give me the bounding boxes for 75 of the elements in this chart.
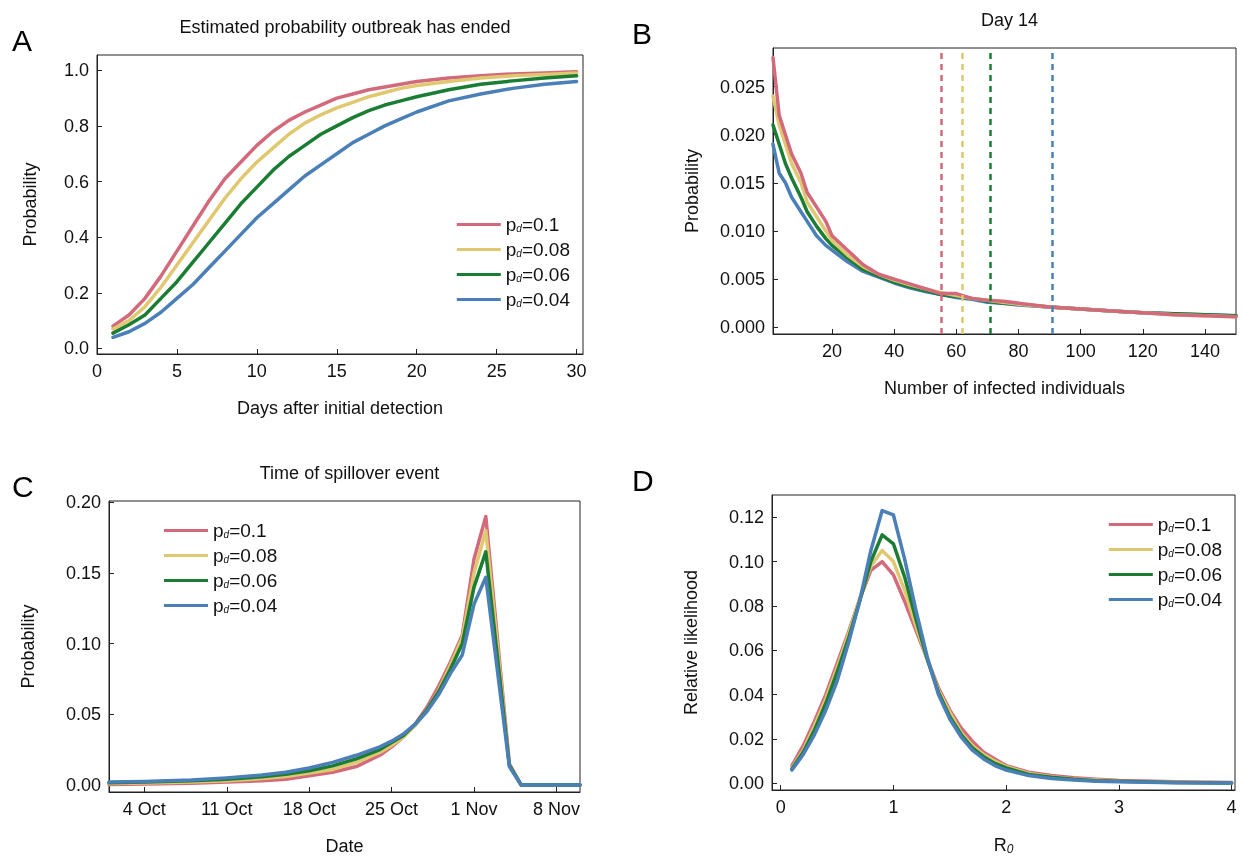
- y-tick-label: 0.15: [65, 563, 101, 584]
- legend-label: pd=0.1: [213, 520, 267, 541]
- legend-label: pd=0.08: [505, 239, 570, 260]
- y-tick-label: 0.000: [719, 317, 765, 338]
- legend-label: pd=0.1: [1157, 514, 1212, 535]
- y-axis-title: Relative likelihood: [681, 569, 701, 716]
- y-tick-label: 0.020: [719, 124, 765, 145]
- legend-label: pd=0.06: [1157, 564, 1222, 585]
- legend-label: pd=0.08: [1157, 539, 1222, 560]
- x-tick-label: 20: [822, 341, 843, 361]
- x-tick-label: 40: [884, 341, 905, 361]
- x-tick-label: 3: [1113, 797, 1124, 817]
- x-tick-label: 10: [246, 361, 267, 381]
- y-tick-label: 0.04: [728, 684, 764, 705]
- y-tick-label: 0.20: [65, 492, 101, 513]
- x-axis-title: Number of infected individuals: [883, 378, 1126, 398]
- y-tick-label: 0.10: [728, 551, 764, 572]
- x-tick-label: 18 Oct: [282, 799, 336, 819]
- y-tick-label: 0.02: [728, 728, 764, 749]
- x-tick-label: 15: [326, 361, 347, 381]
- x-tick-label: 100: [1065, 341, 1096, 361]
- y-tick-label: 0.10: [65, 633, 101, 654]
- x-tick-label: 80: [1008, 341, 1029, 361]
- legend-label: pd=0.04: [213, 595, 278, 616]
- x-tick-label: 120: [1127, 341, 1158, 361]
- text: D: [632, 463, 654, 497]
- legend-label: pd=0.06: [213, 570, 278, 591]
- y-tick-label: 0.05: [65, 704, 101, 725]
- y-tick-label: 0.6: [63, 171, 89, 192]
- x-tick-label: 20: [406, 361, 427, 381]
- y-tick-label: 0.005: [719, 269, 765, 290]
- legend-label: pd=0.04: [1157, 589, 1223, 610]
- y-tick-label: 0.06: [728, 640, 764, 661]
- y-tick-label: 1.0: [63, 60, 89, 81]
- chart-title: Time of spillover event: [259, 463, 440, 483]
- x-tick-label: 60: [946, 341, 967, 361]
- x-tick-label: 1 Nov: [450, 799, 498, 819]
- y-tick-label: 0.00: [65, 774, 101, 795]
- x-tick-label: 140: [1189, 341, 1220, 361]
- text: A: [12, 23, 33, 57]
- x-tick-label: 1: [888, 797, 899, 817]
- y-tick-label: 0.0: [63, 338, 89, 359]
- x-tick-label: 11 Oct: [200, 799, 253, 819]
- x-axis-title: Date: [325, 836, 364, 856]
- y-tick-label: 0.12: [728, 507, 764, 528]
- x-tick-label: 25: [486, 361, 507, 381]
- x-tick-label: 0: [91, 361, 103, 381]
- x-tick-label: 4 Oct: [122, 799, 166, 819]
- y-axis-title: Probability: [18, 604, 38, 689]
- y-axis-title: Probability: [682, 148, 702, 234]
- x-tick-label: 8 Nov: [532, 799, 580, 819]
- x-tick-label: 0: [775, 797, 786, 817]
- x-axis-title: Days after initial detection: [236, 398, 444, 418]
- y-tick-label: 0.08: [728, 595, 764, 616]
- legend-label: pd=0.04: [505, 289, 571, 310]
- y-tick-label: 0.015: [719, 172, 765, 193]
- x-tick-label: 25 Oct: [365, 799, 419, 819]
- x-tick-label: 5: [171, 361, 182, 381]
- x-tick-label: 30: [566, 361, 587, 381]
- x-tick-label: 2: [1001, 797, 1012, 817]
- y-tick-label: 0.010: [719, 220, 765, 241]
- legend-label: pd=0.08: [213, 545, 278, 566]
- y-tick-label: 0.025: [719, 76, 765, 97]
- y-tick-label: 0.00: [728, 773, 764, 794]
- chart-title: Day 14: [980, 10, 1039, 30]
- legend-label: pd=0.06: [505, 264, 570, 285]
- y-tick-label: 0.8: [63, 115, 89, 136]
- y-tick-label: 0.2: [63, 282, 89, 303]
- text: C: [12, 469, 34, 503]
- y-axis-title: Probability: [20, 162, 40, 247]
- chart-title: Estimated probability outbreak has ended: [179, 17, 511, 37]
- legend-label: pd=0.1: [505, 214, 560, 235]
- text: B: [632, 16, 653, 50]
- y-tick-label: 0.4: [63, 227, 89, 248]
- x-tick-label: 4: [1226, 797, 1237, 817]
